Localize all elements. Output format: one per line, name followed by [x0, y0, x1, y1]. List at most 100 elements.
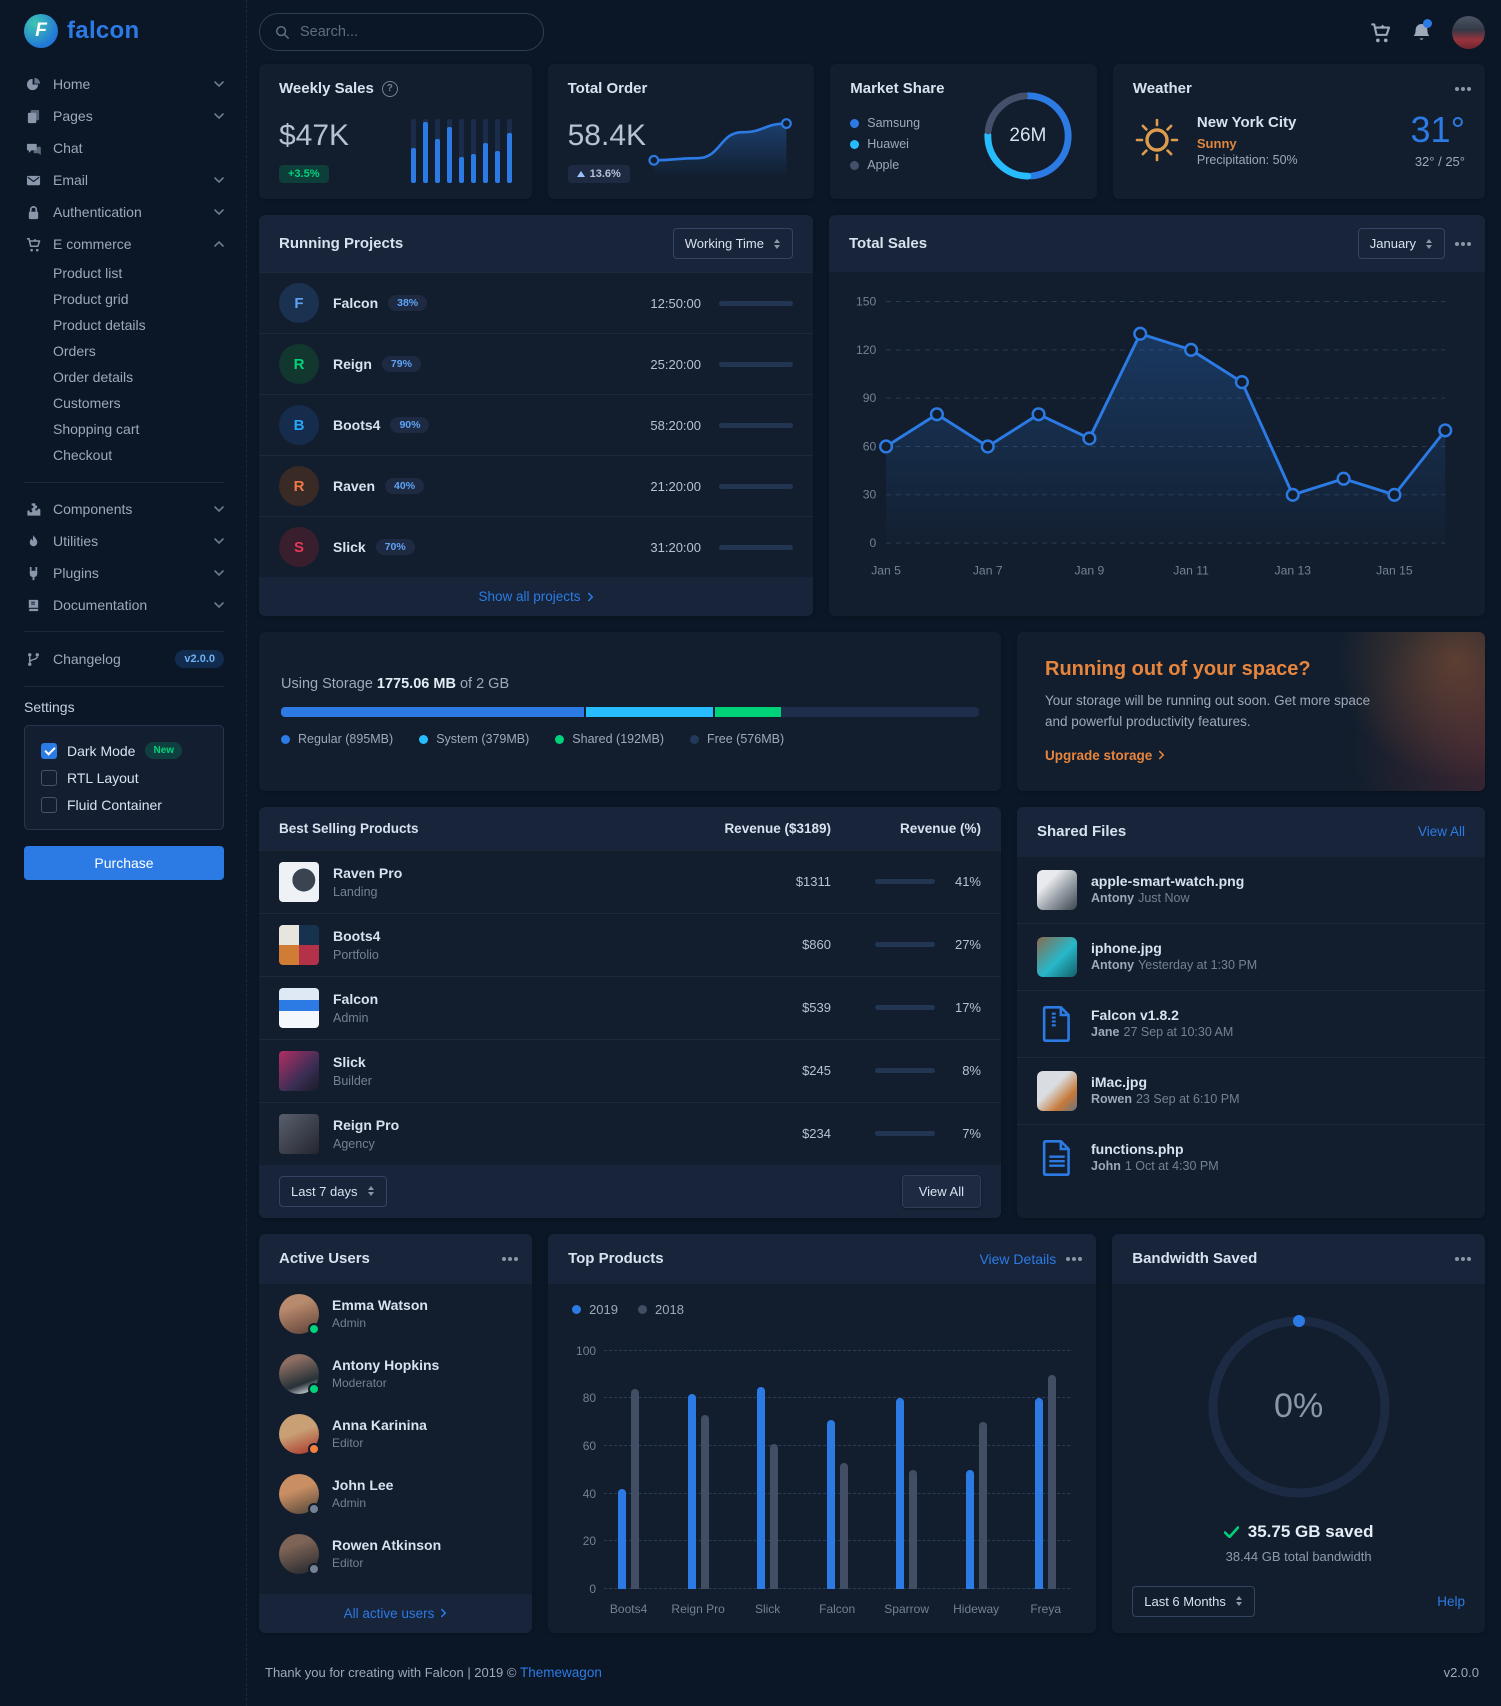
user-avatar[interactable]	[1452, 15, 1485, 49]
view-all-button[interactable]: View All	[901, 1174, 981, 1208]
legend-item-huawei[interactable]: Huawei	[850, 137, 920, 151]
sidebar-item-utilities[interactable]: Utilities	[24, 525, 224, 557]
sidebar-item-ecommerce[interactable]: E commerce	[24, 228, 224, 260]
sidebar-item-chat[interactable]: Chat	[24, 132, 224, 164]
file-row[interactable]: iMac.jpg Rowen 23 Sep at 6:10 PM	[1017, 1056, 1485, 1124]
file-row[interactable]: apple-smart-watch.png Antony Just Now	[1017, 857, 1485, 923]
dark-mode-toggle[interactable]: Dark Mode New	[41, 742, 207, 759]
brand-logo[interactable]: F falcon	[24, 0, 224, 68]
themewagon-link[interactable]: Themewagon	[520, 1664, 602, 1680]
file-name[interactable]: iMac.jpg	[1091, 1073, 1148, 1090]
sidebar-item-components[interactable]: Components	[24, 493, 224, 525]
period-select[interactable]: Last 6 Months	[1132, 1585, 1255, 1617]
sidebar-item-authentication[interactable]: Authentication	[24, 196, 224, 228]
more-menu-icon[interactable]	[1461, 1256, 1465, 1261]
upgrade-storage-link[interactable]: Upgrade storage	[1045, 748, 1165, 763]
product-category[interactable]: Portfolio	[333, 947, 379, 962]
product-row[interactable]: Reign Pro Agency $234 7%	[259, 1101, 1001, 1165]
project-percent-badge: 70%	[375, 539, 415, 555]
sidebar-item-email[interactable]: Email	[24, 164, 224, 196]
user-name[interactable]: John Lee	[332, 1477, 394, 1494]
market-share-total: 26M	[1009, 125, 1047, 146]
sidebar-item-pages[interactable]: Pages	[24, 100, 224, 132]
product-row[interactable]: Slick Builder $245 8%	[259, 1038, 1001, 1102]
help-link[interactable]: Help	[1437, 1593, 1465, 1609]
project-row[interactable]: S Slick 70% 31:20:00	[259, 516, 813, 577]
file-name[interactable]: apple-smart-watch.png	[1091, 872, 1245, 889]
sidebar-item-documentation[interactable]: Documentation	[24, 589, 224, 621]
sidebar-item-product-details[interactable]: Product details	[53, 317, 146, 333]
view-all-link[interactable]: View All	[1417, 824, 1465, 840]
user-row[interactable]: Antony Hopkins Moderator	[259, 1344, 532, 1404]
user-name[interactable]: Emma Watson	[332, 1297, 428, 1314]
sidebar-item-shopping-cart[interactable]: Shopping cart	[53, 421, 140, 437]
working-time-select[interactable]: Working Time	[672, 228, 793, 259]
product-category[interactable]: Landing	[333, 884, 378, 899]
cart-icon[interactable]	[1370, 22, 1391, 43]
notifications-bell-icon[interactable]	[1411, 18, 1432, 43]
sidebar-item-plugins[interactable]: Plugins	[24, 557, 224, 589]
product-row[interactable]: Boots4 Portfolio $860 27%	[259, 912, 1001, 976]
sidebar-item-order-details[interactable]: Order details	[53, 369, 134, 385]
month-select[interactable]: January	[1357, 228, 1445, 259]
option-label: Fluid Container	[67, 797, 162, 813]
search-box[interactable]	[259, 13, 544, 51]
help-icon[interactable]: ?	[381, 80, 398, 97]
file-name[interactable]: functions.php	[1091, 1140, 1184, 1157]
product-name: Reign Pro	[333, 1116, 400, 1133]
checkbox-icon[interactable]	[41, 742, 57, 759]
view-details-link[interactable]: View Details	[979, 1250, 1057, 1267]
more-menu-icon[interactable]	[1072, 1256, 1077, 1261]
user-row[interactable]: Emma Watson Admin	[259, 1284, 532, 1344]
checkbox-icon[interactable]	[41, 797, 57, 813]
sidebar-item-orders[interactable]: Orders	[53, 343, 96, 359]
user-name[interactable]: Anna Karinina	[332, 1417, 427, 1434]
card-title: Running Projects	[279, 235, 404, 252]
project-row[interactable]: R Raven 40% 21:20:00	[259, 455, 813, 516]
product-row[interactable]: Raven Pro Landing $1311 41%	[259, 849, 1001, 913]
date-range-select[interactable]: Last 7 days	[279, 1175, 387, 1207]
product-row[interactable]: Falcon Admin $539 17%	[259, 975, 1001, 1039]
status-dot	[308, 1562, 320, 1575]
project-row[interactable]: R Reign 79% 25:20:00	[259, 333, 813, 394]
project-row[interactable]: F Falcon 38% 12:50:00	[259, 272, 813, 333]
sidebar-item-home[interactable]: Home	[24, 68, 224, 100]
legend-item-samsung[interactable]: Samsung	[850, 116, 920, 130]
more-menu-icon[interactable]	[508, 1256, 513, 1261]
user-row[interactable]: Rowen Atkinson Editor	[259, 1524, 532, 1584]
legend-item-2018[interactable]: 2018	[638, 1302, 684, 1317]
file-name[interactable]: Falcon v1.8.2	[1091, 1006, 1179, 1023]
file-name[interactable]: iphone.jpg	[1091, 939, 1162, 956]
legend-item-apple[interactable]: Apple	[850, 158, 920, 172]
sidebar-item-product-list[interactable]: Product list	[53, 265, 123, 281]
column-header-revenue: Revenue ($3189)	[724, 820, 831, 836]
user-name[interactable]: Rowen Atkinson	[332, 1537, 442, 1554]
sidebar-item-customers[interactable]: Customers	[53, 395, 121, 411]
checkbox-icon[interactable]	[41, 770, 57, 786]
file-row[interactable]: Falcon v1.8.2 Jane 27 Sep at 10:30 AM	[1017, 989, 1485, 1057]
more-menu-icon[interactable]	[1460, 86, 1465, 91]
purchase-button[interactable]: Purchase	[24, 846, 224, 880]
legend-item-2019[interactable]: 2019	[572, 1302, 618, 1317]
rtl-layout-toggle[interactable]: RTL Layout	[41, 770, 207, 786]
project-row[interactable]: B Boots4 90% 58:20:00	[259, 394, 813, 455]
fluid-container-toggle[interactable]: Fluid Container	[41, 797, 207, 813]
user-row[interactable]: John Lee Admin	[259, 1464, 532, 1524]
new-badge: New	[145, 742, 183, 759]
more-menu-icon[interactable]	[1461, 241, 1465, 246]
sidebar-item-product-grid[interactable]: Product grid	[53, 291, 129, 307]
show-all-projects-link[interactable]: Show all projects	[259, 577, 813, 616]
sidebar-item-checkout[interactable]: Checkout	[53, 447, 113, 463]
product-category[interactable]: Admin	[333, 1010, 369, 1025]
all-active-users-link[interactable]: All active users	[259, 1593, 533, 1633]
product-category[interactable]: Builder	[333, 1073, 372, 1088]
product-category[interactable]: Agency	[333, 1136, 375, 1151]
search-input[interactable]	[298, 23, 528, 41]
user-row[interactable]: Anna Karinina Editor	[259, 1404, 532, 1464]
file-row[interactable]: functions.php John 1 Oct at 4:30 PM	[1017, 1123, 1485, 1191]
chevron-down-icon	[214, 209, 224, 215]
bar-2018	[839, 1462, 848, 1589]
file-row[interactable]: iphone.jpg Antony Yesterday at 1:30 PM	[1017, 922, 1485, 990]
user-name[interactable]: Antony Hopkins	[332, 1357, 440, 1374]
sidebar-item-changelog[interactable]: Changelog v2.0.0	[24, 642, 224, 676]
